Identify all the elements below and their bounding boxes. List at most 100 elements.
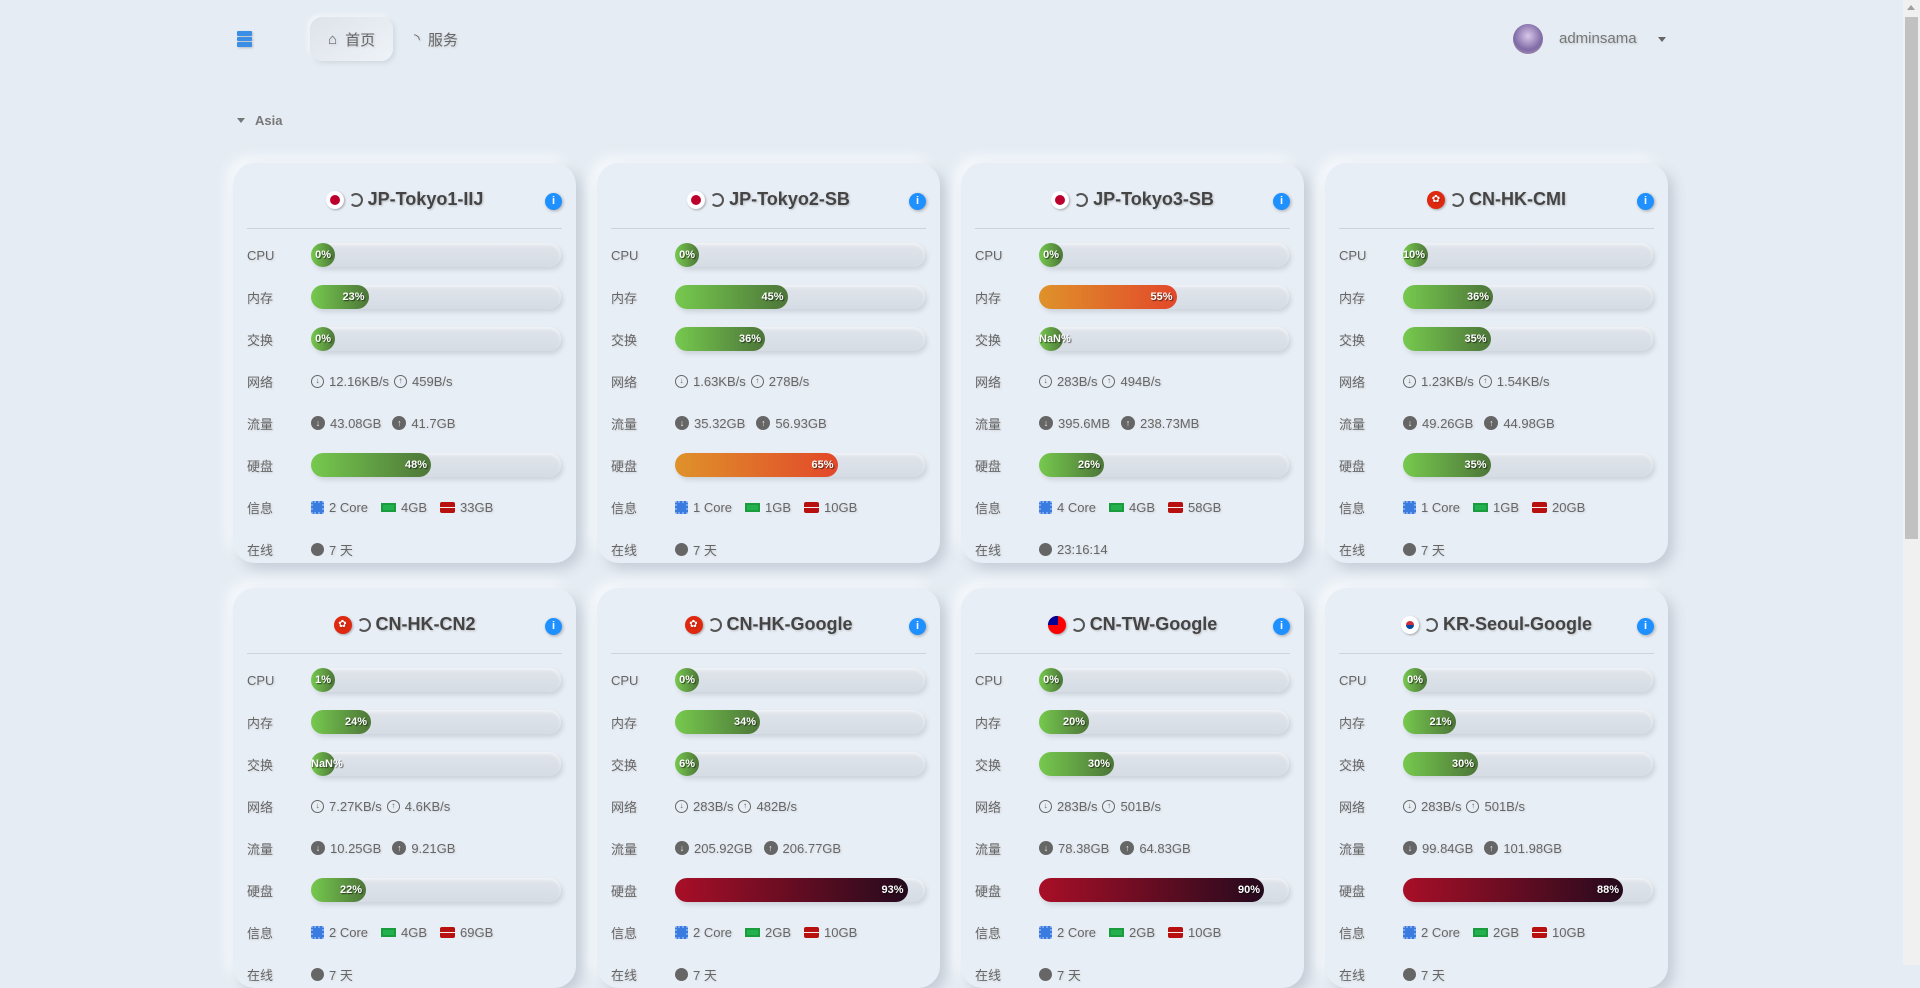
mem-row: 内存 34% (611, 710, 926, 734)
ubuntu-icon (348, 192, 363, 207)
disk-fill: 22% (311, 878, 366, 902)
cpu-label: CPU (975, 247, 1003, 263)
cpu-fill: 0% (675, 243, 699, 267)
server-title: ✿ CN-HK-Google (597, 614, 940, 635)
cpu-chip-icon (675, 500, 688, 514)
disk-label: 硬盘 (611, 458, 638, 474)
cpu-chip-icon (1039, 925, 1052, 939)
storage: 10GB (1552, 924, 1586, 940)
group-toggle-asia[interactable]: Asia (237, 113, 282, 128)
server-name: JP-Tokyo2-SB (729, 189, 850, 209)
memory-icon (745, 502, 761, 512)
cores: 2 Core (693, 924, 733, 940)
ubuntu-icon (1074, 192, 1089, 207)
clock-icon (311, 542, 324, 556)
mem-fill: 36% (1403, 285, 1493, 309)
uptime-label: 在线 (975, 542, 1002, 558)
mem-bar: 23% (311, 285, 561, 309)
upload-icon: ↑ (1121, 416, 1136, 430)
ram: 2GB (1493, 924, 1520, 940)
traffic-label: 流量 (611, 416, 638, 432)
disk-row: 硬盘 88% (1339, 878, 1654, 902)
swap-fill: NaN% (311, 752, 343, 776)
swap-fill: 6% (675, 752, 699, 776)
info-label: 信息 (247, 925, 274, 941)
flag-kr-icon (1401, 615, 1419, 634)
swap-bar: NaN% (1039, 327, 1289, 351)
net-up: 482B/s (756, 798, 797, 814)
avatar[interactable] (1513, 24, 1543, 54)
cores: 2 Core (1421, 924, 1461, 940)
info-icon[interactable]: i (909, 193, 926, 210)
swap-row: 交换 NaN% (247, 752, 562, 776)
scrollbar[interactable] (1903, 0, 1920, 965)
mem-bar: 55% (1039, 285, 1289, 309)
upload-icon: ↑ (392, 841, 407, 855)
cpu-row: CPU 0% (1339, 668, 1654, 692)
scrollbar-thumb[interactable] (1905, 17, 1918, 539)
ram: 4GB (1129, 499, 1156, 515)
net-label: 网络 (1339, 374, 1366, 390)
cpu-fill: 10% (1403, 243, 1428, 267)
nav-services[interactable]: ◝ 服务 (396, 17, 476, 61)
storage: 10GB (824, 924, 858, 940)
upload-icon: ↑ (1120, 841, 1135, 855)
mem-row: 内存 55% (975, 285, 1290, 309)
flag-hk-icon: ✿ (684, 615, 703, 634)
server-logo-icon[interactable] (237, 31, 252, 47)
clock-icon (675, 542, 688, 556)
cpu-bar: 10% (1403, 243, 1653, 267)
cpu-row: CPU 0% (611, 243, 926, 267)
storage: 69GB (460, 924, 494, 940)
disk-fill: 26% (1039, 453, 1104, 477)
traffic-up: 238.73MB (1140, 415, 1200, 431)
cpu-chip-icon (675, 925, 688, 939)
upload-icon: ↑ (763, 841, 778, 855)
mem-fill: 55% (1039, 285, 1177, 309)
user-menu-caret-icon[interactable] (1658, 37, 1666, 42)
disk-bar: 88% (1403, 878, 1653, 902)
info-icon[interactable]: i (1273, 618, 1290, 635)
download-icon: ↓ (1039, 416, 1053, 430)
info-icon[interactable]: i (1273, 193, 1290, 210)
info-icon[interactable]: i (545, 618, 562, 635)
info-icon[interactable]: i (545, 193, 562, 210)
storage: 20GB (1552, 499, 1586, 515)
clock-icon (311, 967, 324, 981)
net-down: 283B/s (1421, 798, 1462, 814)
cores: 1 Core (1421, 499, 1461, 515)
swap-row: 交换 36% (611, 327, 926, 351)
download-icon: ↓ (675, 841, 689, 855)
traffic-up: 64.83GB (1139, 840, 1191, 856)
mem-row: 内存 36% (1339, 285, 1654, 309)
server-title: ✿ CN-HK-CN2 (233, 614, 576, 635)
download-icon: ↓ (311, 416, 325, 430)
arrow-circle-down-icon: ↓ (1039, 374, 1052, 388)
nav-home[interactable]: ⌂ 首页 (310, 17, 394, 61)
traffic-down: 205.92GB (694, 840, 753, 856)
info-icon[interactable]: i (909, 618, 926, 635)
flag-jp-icon (1051, 190, 1070, 209)
swap-row: 交换 NaN% (975, 327, 1290, 351)
info-icon[interactable]: i (1637, 618, 1654, 635)
clock-icon (1403, 542, 1416, 556)
info-icon[interactable]: i (1637, 193, 1654, 210)
top-nav: ⌂ 首页 ◝ 服务 adminsama (0, 0, 1900, 80)
traffic-down: 78.38GB (1058, 840, 1110, 856)
username[interactable]: adminsama (1559, 30, 1637, 47)
download-icon: ↓ (1039, 841, 1053, 855)
memory-icon (1109, 502, 1125, 512)
ubuntu-icon (1424, 617, 1438, 632)
info-label: 信息 (975, 500, 1002, 516)
uptime: 7 天 (1421, 542, 1445, 558)
cpu-label: CPU (1339, 672, 1367, 688)
divider (1339, 228, 1654, 229)
traffic-up: 9.21GB (411, 840, 456, 856)
scroll-up-icon[interactable] (1907, 5, 1915, 10)
disk-row: 硬盘 22% (247, 878, 562, 902)
info-label: 信息 (247, 500, 274, 516)
storage: 33GB (460, 499, 494, 515)
cpu-chip-icon (311, 925, 324, 939)
info-row: 信息 1 Core 1GB 10GB (611, 495, 926, 519)
net-row: 网络 ↓ 283B/s ↑ 494B/s (975, 369, 1290, 393)
